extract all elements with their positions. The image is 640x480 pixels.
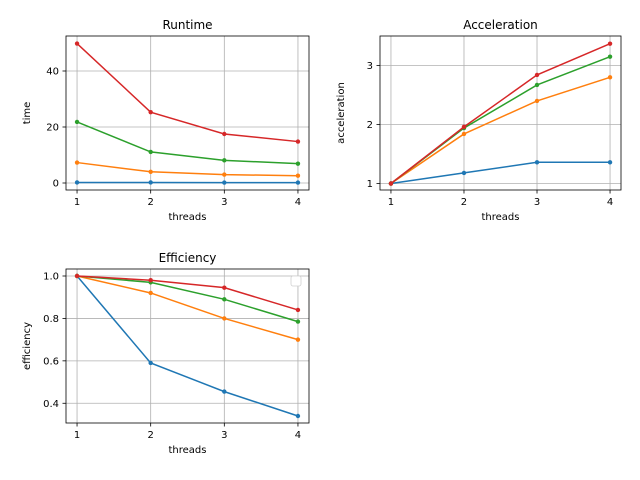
efficiency-title: Efficiency bbox=[159, 251, 217, 265]
runtime-axes-frame bbox=[65, 35, 310, 191]
acceleration-series-0-point bbox=[607, 160, 613, 165]
runtime-y-tick-label: 40 bbox=[46, 67, 59, 78]
acceleration-x-tick-label: 1 bbox=[388, 197, 394, 208]
efficiency-series-0-point bbox=[222, 389, 227, 394]
acceleration-axes-frame bbox=[379, 35, 622, 191]
runtime-series-2-point bbox=[295, 161, 301, 166]
acceleration-series-3-line bbox=[390, 42, 611, 185]
acceleration-series-1-point bbox=[461, 131, 467, 137]
efficiency-y-tick-label: 0.6 bbox=[43, 356, 59, 367]
efficiency-series-1-point bbox=[222, 316, 227, 321]
runtime-series-1-line bbox=[76, 161, 298, 177]
efficiency-series-0-point bbox=[148, 360, 153, 366]
runtime-series-0-point bbox=[148, 180, 153, 185]
acceleration-series-1-point bbox=[607, 75, 613, 80]
runtime-series-3-point bbox=[74, 41, 80, 46]
efficiency-series-0-point bbox=[295, 413, 301, 419]
acceleration-y-axis-label: acceleration bbox=[336, 82, 347, 144]
runtime-title: Runtime bbox=[162, 18, 212, 32]
acceleration-series-0-point bbox=[461, 170, 467, 176]
acceleration-chart: 1 2 3 4 1 2 3 Acceleration threads acceleration bbox=[336, 18, 622, 223]
runtime-x-tick-label: 1 bbox=[74, 197, 80, 208]
efficiency-y-tick-label: 0.8 bbox=[43, 314, 59, 325]
acceleration-x-axis-label: threads bbox=[482, 212, 520, 223]
acceleration-series-3-point bbox=[388, 181, 394, 186]
acceleration-series-1-line bbox=[390, 76, 611, 185]
efficiency-chart: 1 2 3 4 0.4 0.6 0.8 1.0 Efficiency threads efficie… bbox=[22, 251, 310, 456]
acceleration-series-0-line bbox=[390, 161, 611, 185]
runtime-series-3-point bbox=[295, 139, 301, 144]
runtime-x-tick-label: 2 bbox=[147, 197, 153, 208]
runtime-series-2-point bbox=[74, 119, 80, 125]
efficiency-x-tick-label: 3 bbox=[221, 430, 227, 441]
efficiency-series-1-point bbox=[295, 337, 301, 342]
runtime-series-2-point bbox=[222, 158, 227, 163]
runtime-series-1-point bbox=[295, 173, 301, 178]
runtime-series-3-point bbox=[148, 109, 153, 115]
acceleration-series-3-point bbox=[534, 72, 540, 78]
runtime-series-0-point bbox=[222, 180, 227, 185]
acceleration-y-tick-label: 2 bbox=[367, 120, 373, 131]
efficiency-x-tick-label: 2 bbox=[147, 430, 153, 441]
efficiency-x-tick-label: 1 bbox=[74, 430, 80, 441]
acceleration-series-2-point bbox=[534, 82, 540, 88]
acceleration-series-2-point bbox=[607, 54, 613, 59]
efficiency-legend-box bbox=[290, 275, 302, 287]
efficiency-y-tick-label: 0.4 bbox=[43, 399, 59, 410]
acceleration-x-tick-label: 4 bbox=[607, 197, 613, 208]
efficiency-series-1-line bbox=[76, 275, 299, 341]
runtime-series-1-point bbox=[222, 172, 227, 177]
acceleration-series-3-point bbox=[607, 41, 613, 46]
runtime-y-tick-label: 20 bbox=[46, 123, 59, 134]
runtime-series-3-line bbox=[76, 43, 299, 143]
acceleration-title: Acceleration bbox=[463, 18, 538, 32]
runtime-series-3-point bbox=[222, 131, 227, 137]
acceleration-series-3-point bbox=[461, 124, 467, 130]
efficiency-series-1-point bbox=[148, 290, 153, 296]
efficiency-series-2-line bbox=[76, 275, 299, 323]
runtime-x-tick-label: 3 bbox=[221, 197, 227, 208]
runtime-y-tick-label: 0 bbox=[53, 179, 59, 190]
runtime-y-axis-label: time bbox=[22, 102, 33, 125]
runtime-series-2-point bbox=[148, 149, 153, 155]
runtime-series-1-point bbox=[148, 169, 153, 174]
efficiency-y-tick-label: 1.0 bbox=[43, 272, 59, 283]
efficiency-y-axis-label: efficiency bbox=[22, 322, 33, 370]
acceleration-y-tick-label: 1 bbox=[367, 179, 373, 190]
runtime-series-2-line bbox=[76, 121, 298, 165]
efficiency-axes-frame bbox=[65, 268, 310, 424]
acceleration-x-tick-label: 3 bbox=[534, 197, 540, 208]
efficiency-series-3-point bbox=[222, 285, 227, 290]
efficiency-x-tick-label: 4 bbox=[295, 430, 301, 441]
runtime-series-0-point bbox=[295, 180, 301, 185]
efficiency-series-3-point bbox=[295, 307, 301, 313]
efficiency-series-3-point bbox=[148, 278, 153, 283]
acceleration-series-0-point bbox=[534, 160, 540, 165]
runtime-series-1-point bbox=[74, 160, 80, 165]
efficiency-x-axis-label: threads bbox=[169, 445, 207, 456]
efficiency-series-3-line bbox=[77, 275, 299, 311]
acceleration-series-2-line bbox=[390, 55, 611, 185]
runtime-x-axis-label: threads bbox=[169, 212, 207, 223]
efficiency-series-2-point bbox=[295, 319, 301, 324]
runtime-series-0-point bbox=[74, 180, 80, 185]
runtime-x-tick-label: 4 bbox=[295, 197, 301, 208]
efficiency-series-3-point bbox=[74, 273, 80, 279]
acceleration-y-tick-label: 3 bbox=[367, 61, 373, 72]
acceleration-series-1-point bbox=[534, 98, 540, 104]
efficiency-series-0-line bbox=[76, 275, 299, 417]
efficiency-series-2-point bbox=[222, 297, 227, 302]
acceleration-x-tick-label: 2 bbox=[461, 197, 467, 208]
